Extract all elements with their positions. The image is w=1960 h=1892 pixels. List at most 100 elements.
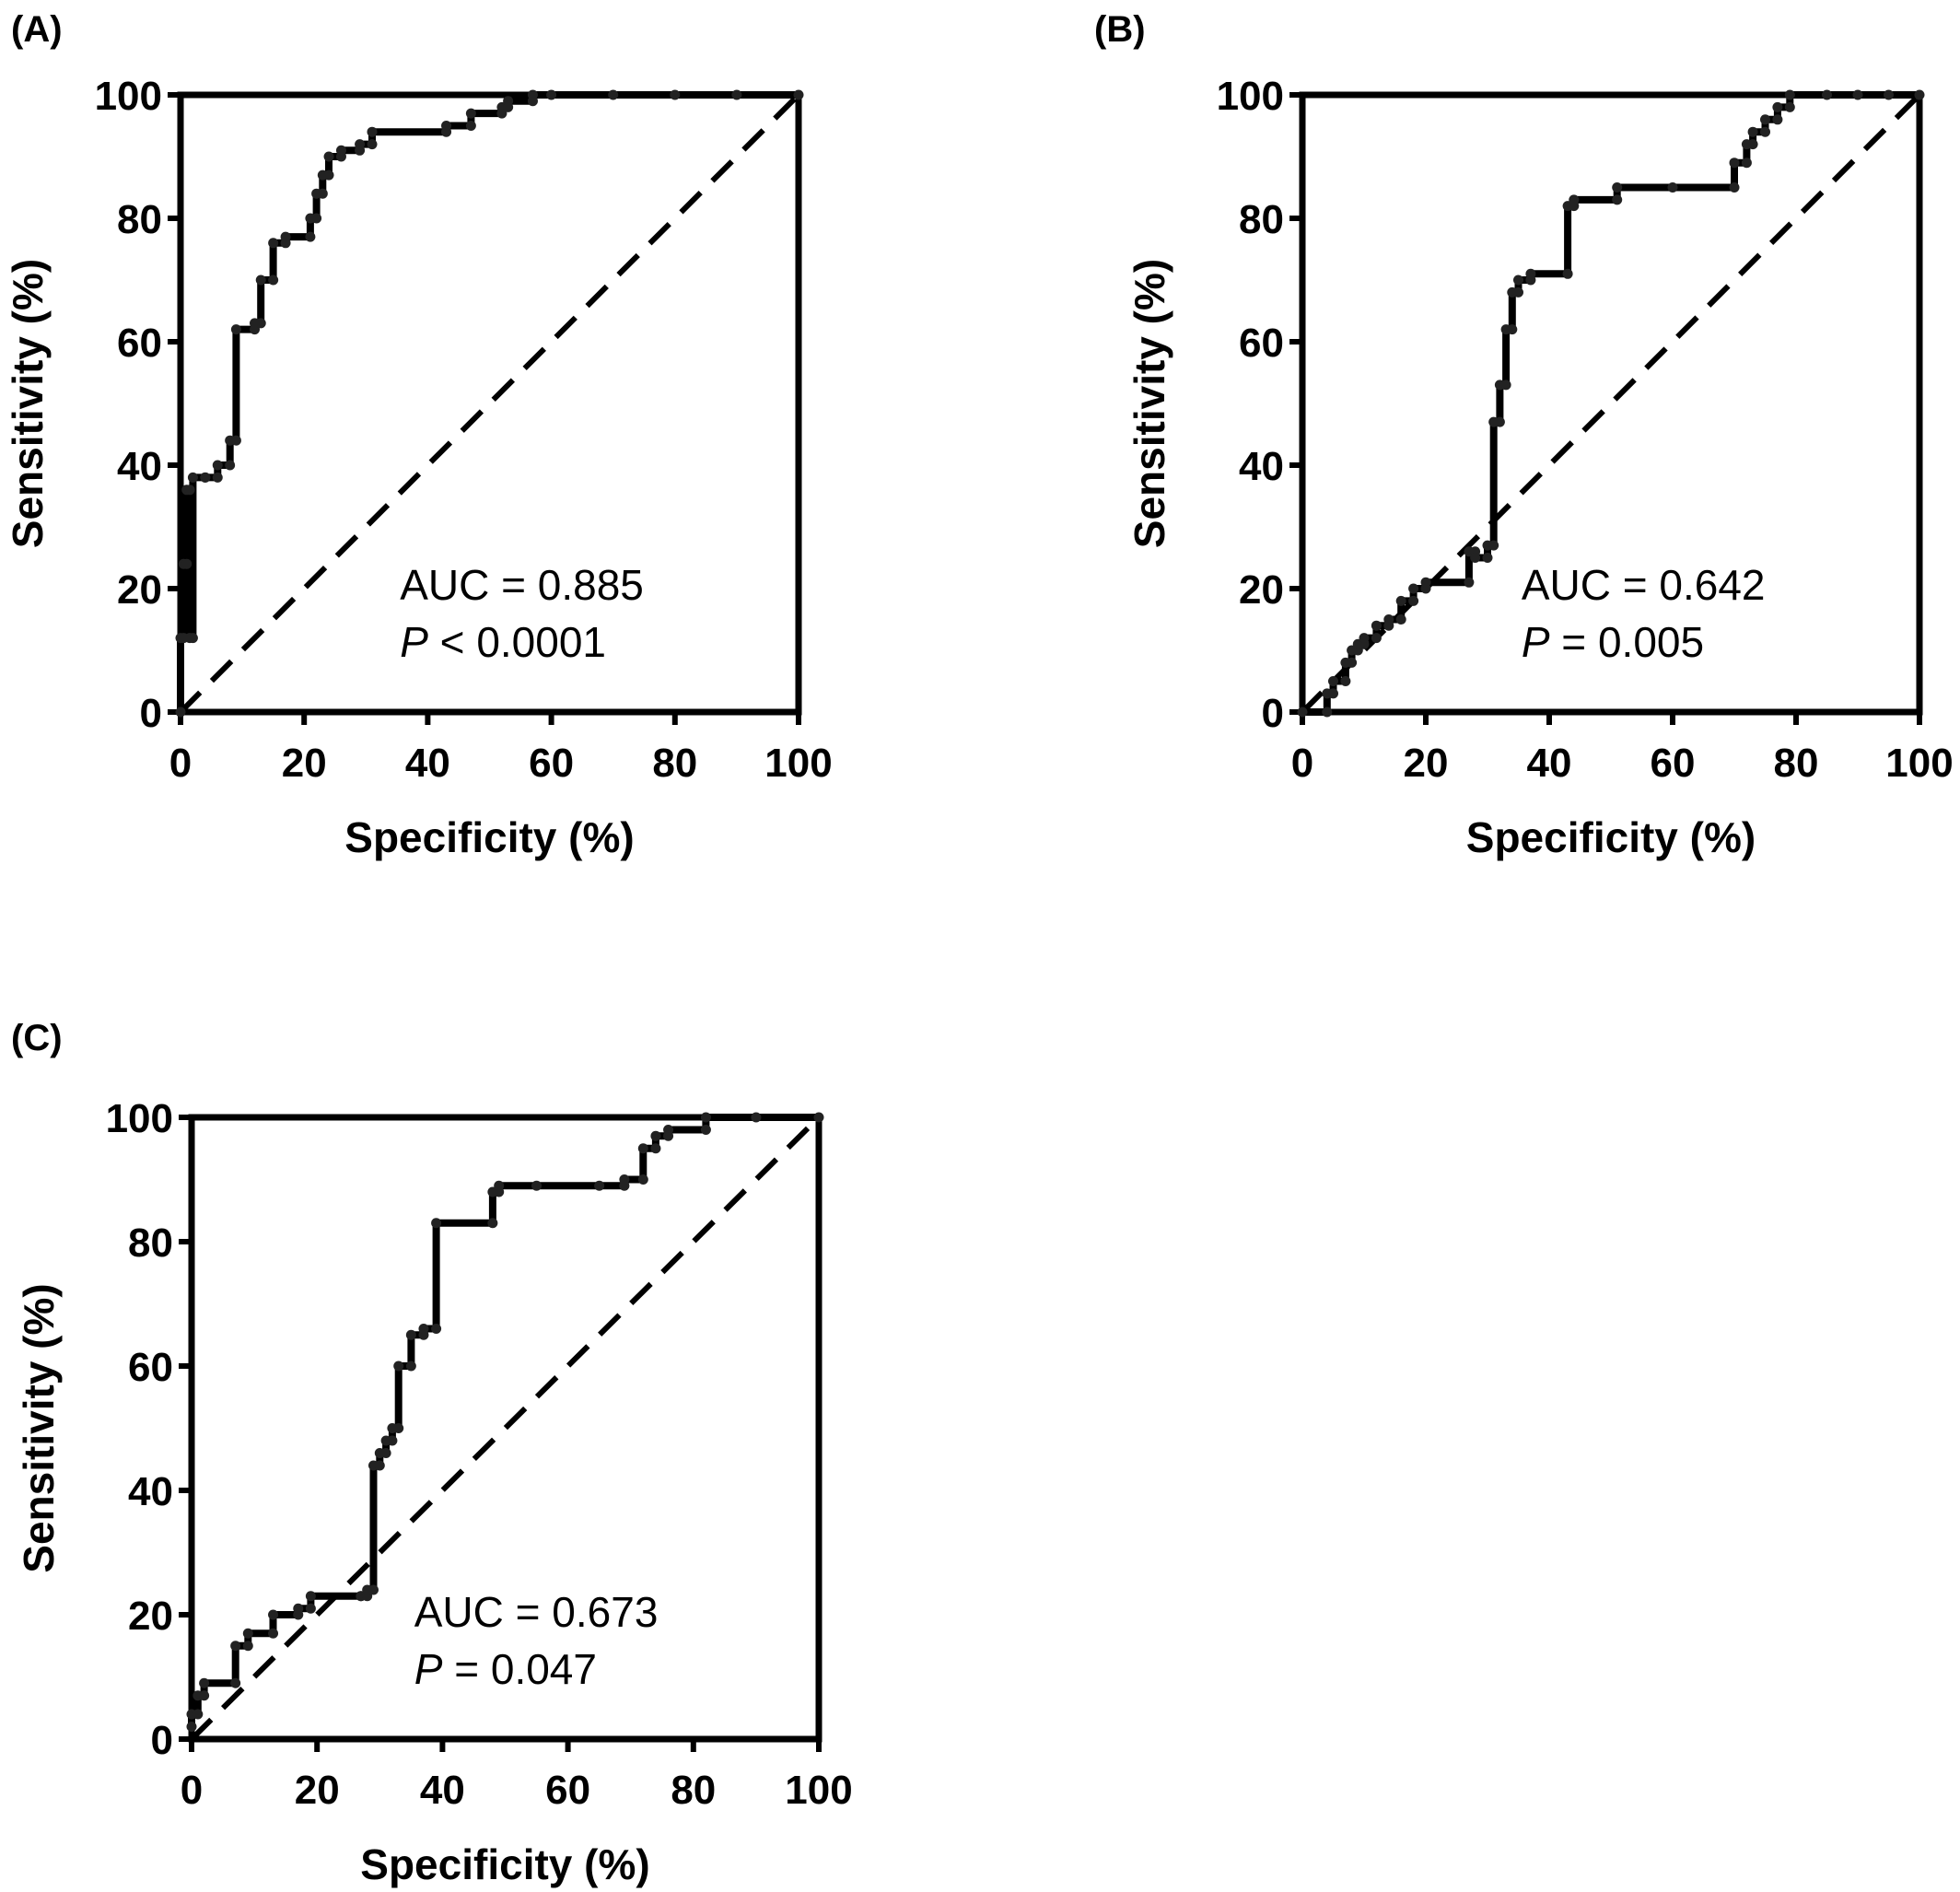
roc-point-b (1729, 182, 1740, 193)
roc-point-c (418, 1324, 429, 1334)
roc-point-a (184, 485, 195, 496)
roc-point-c (293, 1603, 304, 1614)
roc-panel-b: (B) 0 20 40 60 80 100 0 20 40 60 80 100 Specificity (… (1094, 9, 1954, 861)
roc-point-b (1772, 114, 1783, 125)
auc-annotation-a: AUC = 0.885 (400, 561, 644, 609)
plot-frame-c (188, 1114, 822, 1743)
roc-point-c (405, 1361, 416, 1372)
roc-point-c (380, 1448, 391, 1458)
roc-point-b (1772, 101, 1783, 112)
roc-point-c (374, 1460, 385, 1471)
roc-point-a (200, 472, 211, 483)
x-tick-label-b: 0 (1291, 741, 1313, 786)
roc-point-b (1408, 595, 1419, 606)
x-tick-label-c: 20 (295, 1768, 340, 1813)
y-axis-title-b: Sensitivity (%) (1126, 259, 1173, 548)
roc-point-a (187, 472, 198, 483)
roc-point-b (1383, 614, 1394, 625)
roc-point-a (255, 318, 266, 329)
roc-point-a (608, 89, 619, 100)
roc-point-b (1464, 577, 1475, 588)
roc-point-c (242, 1628, 253, 1639)
roc-point-a (317, 188, 328, 199)
roc-point-b (1667, 182, 1678, 193)
y-tick-label-c: 0 (151, 1718, 173, 1763)
roc-point-b (1395, 614, 1406, 625)
roc-point-a (323, 151, 334, 162)
x-tick-label-c: 100 (785, 1768, 852, 1813)
roc-point-b (1852, 89, 1863, 100)
auc-annotation-b: AUC = 0.642 (1522, 561, 1766, 609)
y-tick-label-a: 100 (95, 74, 162, 119)
y-tick-label-c: 40 (128, 1469, 173, 1514)
roc-point-b (1525, 268, 1536, 279)
roc-point-b (1562, 268, 1573, 279)
roc-point-b (1494, 416, 1505, 427)
roc-point-a (212, 472, 223, 483)
roc-point-c (700, 1112, 711, 1123)
roc-point-c (199, 1690, 210, 1701)
roc-point-b (1347, 657, 1358, 668)
roc-point-b (1297, 707, 1308, 718)
y-tick-label-a: 0 (140, 691, 162, 736)
roc-point-a (181, 558, 192, 569)
roc-point-b (1371, 620, 1382, 631)
roc-point-b (1359, 633, 1370, 644)
roc-point-c (619, 1174, 630, 1185)
roc-point-c (393, 1361, 404, 1372)
roc-point-a (323, 169, 334, 181)
roc-point-b (1760, 126, 1770, 137)
roc-point-b (1569, 194, 1580, 205)
roc-point-b (1747, 139, 1758, 150)
roc-panel-a: (A) 0 20 40 60 80 100 0 20 40 60 80 100 Specificity (… (4, 9, 833, 861)
roc-point-b (1760, 114, 1770, 125)
x-tick-label-b: 60 (1651, 741, 1696, 786)
roc-point-b (1507, 324, 1518, 335)
roc-point-b (1513, 286, 1523, 298)
auc-annotation-c: AUC = 0.673 (414, 1588, 659, 1636)
roc-point-a (311, 213, 322, 224)
y-tick-label-b: 40 (1239, 444, 1284, 489)
y-axis-title-c: Sensitivity (%) (15, 1283, 63, 1572)
roc-point-c (650, 1130, 661, 1141)
y-tick-label-c: 20 (128, 1594, 173, 1639)
roc-point-a (230, 435, 241, 446)
roc-point-c (268, 1609, 279, 1620)
plot-frame-b (1299, 91, 1923, 716)
y-tick-label-c: 100 (106, 1096, 173, 1141)
roc-point-c (192, 1709, 204, 1720)
x-tick-label-c: 0 (181, 1768, 203, 1813)
roc-point-a (367, 126, 378, 137)
reference-line-c (189, 1115, 822, 1742)
roc-point-a (335, 145, 346, 156)
roc-point-b (1784, 101, 1795, 112)
roc-point-a (305, 231, 316, 242)
x-tick-label-b: 40 (1527, 741, 1572, 786)
roc-point-c (305, 1591, 316, 1602)
panel-label-c: (C) (11, 1018, 63, 1058)
roc-point-a (367, 139, 378, 150)
roc-point-b (1784, 89, 1795, 100)
roc-point-b (1884, 89, 1894, 100)
roc-point-c (230, 1677, 241, 1688)
x-tick-label-a: 100 (764, 741, 832, 786)
y-tick-label-a: 60 (117, 321, 162, 366)
roc-point-a (280, 231, 291, 242)
x-tick-label-a: 60 (529, 741, 574, 786)
roc-point-c (431, 1324, 442, 1334)
roc-point-b (1729, 158, 1740, 169)
roc-panel-c: (C) 0 20 40 60 80 100 0 20 40 60 80 100 Specificity (… (11, 1018, 853, 1888)
roc-point-c (650, 1143, 661, 1154)
p-value-annotation-a: P < 0.0001 (400, 618, 606, 666)
roc-point-c (387, 1435, 398, 1446)
reference-line-b (1300, 92, 1922, 715)
roc-point-c (637, 1174, 648, 1185)
roc-point-c (199, 1677, 210, 1688)
roc-point-b (1395, 595, 1406, 606)
roc-point-b (1328, 688, 1338, 699)
roc-point-a (230, 324, 241, 335)
roc-point-a (255, 274, 266, 286)
y-tick-label-b: 60 (1239, 321, 1284, 366)
roc-point-c (663, 1125, 674, 1135)
